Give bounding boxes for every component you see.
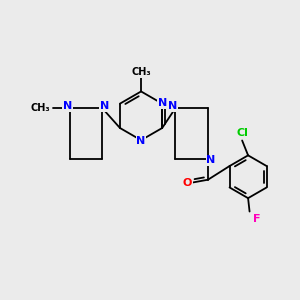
- Text: Cl: Cl: [236, 128, 248, 137]
- Text: N: N: [168, 101, 178, 111]
- Text: N: N: [63, 101, 72, 111]
- Text: N: N: [158, 98, 167, 108]
- Text: CH₃: CH₃: [30, 103, 50, 113]
- Text: N: N: [100, 101, 110, 111]
- Text: F: F: [253, 214, 260, 224]
- Text: O: O: [182, 178, 192, 188]
- Text: N: N: [136, 136, 146, 146]
- Text: N: N: [206, 155, 216, 165]
- Text: CH₃: CH₃: [131, 67, 151, 77]
